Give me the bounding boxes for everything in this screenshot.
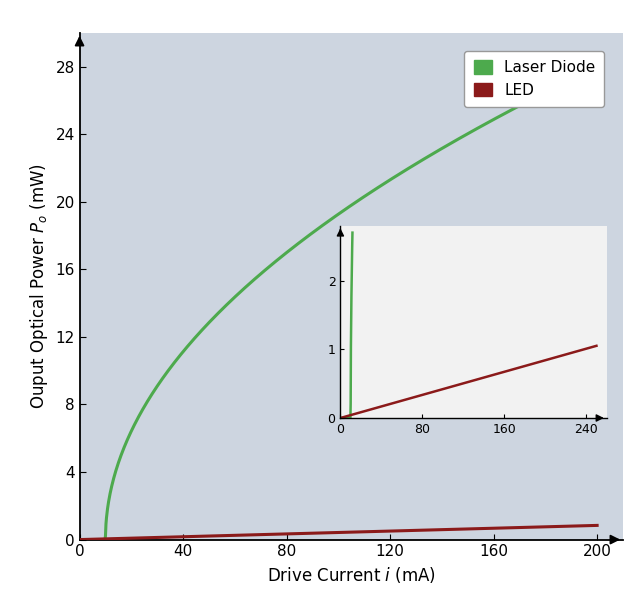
Legend: Laser Diode, LED: Laser Diode, LED bbox=[464, 51, 604, 107]
Y-axis label: Ouput Optical Power $P_o$ (mW): Ouput Optical Power $P_o$ (mW) bbox=[28, 163, 50, 409]
X-axis label: Drive Current $i$ (mA): Drive Current $i$ (mA) bbox=[267, 565, 436, 585]
